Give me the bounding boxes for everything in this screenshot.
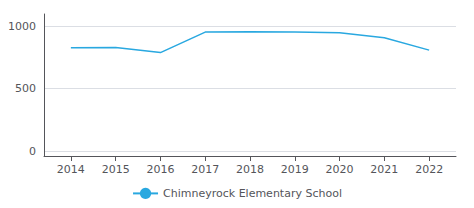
svg-text:1000: 1000 xyxy=(8,20,36,33)
svg-text:500: 500 xyxy=(15,82,36,95)
svg-text:2017: 2017 xyxy=(191,163,219,176)
svg-text:2015: 2015 xyxy=(102,163,130,176)
svg-text:2020: 2020 xyxy=(326,163,354,176)
svg-text:2022: 2022 xyxy=(415,163,443,176)
svg-text:2016: 2016 xyxy=(146,163,174,176)
svg-text:2021: 2021 xyxy=(370,163,398,176)
svg-text:2018: 2018 xyxy=(236,163,264,176)
svg-text:2014: 2014 xyxy=(57,163,85,176)
svg-text:Chimneyrock Elementary School: Chimneyrock Elementary School xyxy=(163,187,342,200)
svg-text:0: 0 xyxy=(29,145,36,158)
svg-text:2019: 2019 xyxy=(281,163,309,176)
